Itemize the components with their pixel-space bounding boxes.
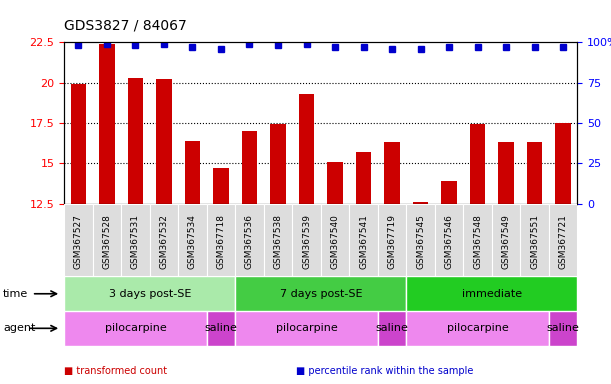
Text: GSM367545: GSM367545 <box>416 214 425 269</box>
Text: pilocarpine: pilocarpine <box>276 323 337 333</box>
Bar <box>321 204 349 276</box>
Text: time: time <box>3 289 28 299</box>
Bar <box>64 311 207 346</box>
Text: GSM367548: GSM367548 <box>473 214 482 269</box>
Text: GSM367718: GSM367718 <box>216 214 225 270</box>
Text: GSM367536: GSM367536 <box>245 214 254 270</box>
Bar <box>207 204 235 276</box>
Text: GSM367527: GSM367527 <box>74 214 83 269</box>
Bar <box>492 204 521 276</box>
Bar <box>555 123 571 204</box>
Bar <box>435 204 463 276</box>
Bar <box>93 204 121 276</box>
Text: GSM367534: GSM367534 <box>188 214 197 269</box>
Bar <box>99 44 115 204</box>
Bar <box>178 204 207 276</box>
Bar <box>64 204 93 276</box>
Bar <box>406 276 577 311</box>
Text: GSM367540: GSM367540 <box>331 214 340 269</box>
Bar <box>70 84 86 204</box>
Text: GSM367719: GSM367719 <box>387 214 397 270</box>
Bar <box>213 168 229 204</box>
Bar <box>264 204 292 276</box>
Text: GDS3827 / 84067: GDS3827 / 84067 <box>64 19 187 33</box>
Text: pilocarpine: pilocarpine <box>104 323 166 333</box>
Bar <box>470 124 486 204</box>
Bar <box>235 204 264 276</box>
Text: saline: saline <box>205 323 238 333</box>
Bar <box>207 311 235 346</box>
Text: 3 days post-SE: 3 days post-SE <box>109 289 191 299</box>
Text: GSM367551: GSM367551 <box>530 214 539 270</box>
Text: GSM367549: GSM367549 <box>502 214 511 269</box>
Bar <box>463 204 492 276</box>
Bar <box>292 204 321 276</box>
Bar <box>356 152 371 204</box>
Text: ■ percentile rank within the sample: ■ percentile rank within the sample <box>296 366 474 376</box>
Bar <box>235 311 378 346</box>
Bar <box>235 276 406 311</box>
Bar <box>549 204 577 276</box>
Bar <box>185 141 200 204</box>
Bar <box>521 204 549 276</box>
Text: ■ transformed count: ■ transformed count <box>64 366 167 376</box>
Bar <box>349 204 378 276</box>
Bar <box>378 204 406 276</box>
Text: GSM367532: GSM367532 <box>159 214 169 269</box>
Text: GSM367528: GSM367528 <box>103 214 111 269</box>
Text: GSM367538: GSM367538 <box>274 214 282 270</box>
Text: saline: saline <box>547 323 580 333</box>
Bar <box>406 311 549 346</box>
Bar <box>299 94 314 204</box>
Bar <box>241 131 257 204</box>
Bar <box>406 204 435 276</box>
Bar <box>64 276 235 311</box>
Bar <box>327 162 343 204</box>
Bar <box>549 311 577 346</box>
Text: GSM367721: GSM367721 <box>558 214 568 269</box>
Bar <box>270 124 286 204</box>
Bar <box>156 79 172 204</box>
Text: GSM367531: GSM367531 <box>131 214 140 270</box>
Text: saline: saline <box>376 323 409 333</box>
Bar <box>378 311 406 346</box>
Bar <box>128 78 143 204</box>
Text: pilocarpine: pilocarpine <box>447 323 508 333</box>
Bar <box>384 142 400 204</box>
Text: immediate: immediate <box>462 289 522 299</box>
Bar <box>413 202 428 204</box>
Text: GSM367539: GSM367539 <box>302 214 311 270</box>
Bar <box>150 204 178 276</box>
Text: GSM367546: GSM367546 <box>445 214 453 269</box>
Text: agent: agent <box>3 323 35 333</box>
Bar <box>441 181 457 204</box>
Bar <box>499 142 514 204</box>
Text: 7 days post-SE: 7 days post-SE <box>279 289 362 299</box>
Bar <box>121 204 150 276</box>
Text: GSM367541: GSM367541 <box>359 214 368 269</box>
Bar <box>527 142 543 204</box>
